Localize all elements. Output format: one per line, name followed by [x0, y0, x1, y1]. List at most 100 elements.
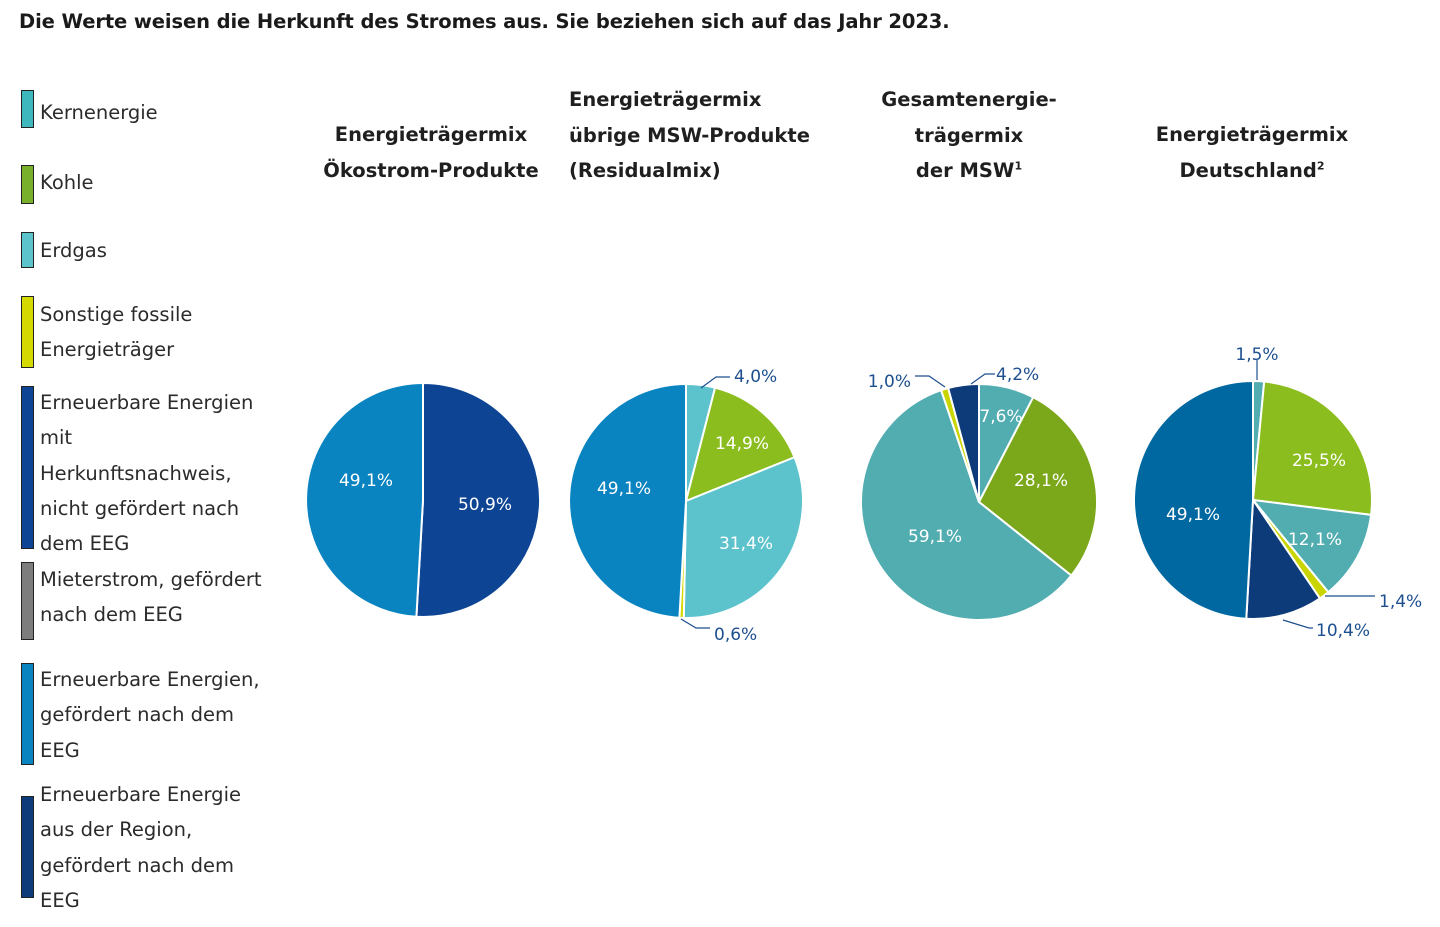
legend-label-line: aus der Region, — [40, 818, 193, 842]
chart-title-line: Energieträgermix — [569, 82, 810, 118]
chart-title-text: übrige MSW-Produkte — [569, 123, 810, 147]
legend-label-line: nach dem EEG — [40, 603, 183, 627]
chart-title-line: trägermix — [809, 118, 1129, 154]
pie-slice — [1251, 380, 1373, 517]
headline: Die Werte weisen die Herkunft des Strome… — [19, 10, 950, 33]
chart-title-line: Gesamtenergie- — [809, 82, 1129, 118]
chart-title-line: übrige MSW-Produkte — [569, 118, 810, 154]
legend-label-line: gefördert nach dem — [40, 703, 235, 727]
leader-line — [700, 376, 730, 389]
legend-label: Kernenergie — [40, 95, 158, 130]
chart-title-text: (Residualmix) — [569, 159, 721, 182]
pie-chart-1: 50,9% 49,1% — [305, 381, 542, 618]
chart-title-text: Deutschland — [1179, 158, 1317, 182]
legend-label: Sonstige fossile Energieträger — [40, 297, 192, 368]
data-label: 0,6% — [714, 625, 757, 645]
pie-chart-3: 7,6% 28,1% 59,1% 1,0% 4,2% — [860, 365, 1098, 621]
pie-slice — [946, 382, 980, 503]
chart-title-line: Energieträgermix — [271, 117, 591, 153]
pie-chart-2: 4,0% 14,9% 31,4% 0,6% 49,1% — [568, 367, 804, 645]
chart-title-2: Energieträgermix übrige MSW-Produkte (Resi… — [569, 82, 810, 189]
legend-swatch — [21, 296, 34, 368]
chart-title-3: Gesamtenergie-trägermix der MSW1 — [809, 82, 1129, 189]
legend-label: Kohle — [40, 165, 94, 200]
data-label: 49,1% — [1166, 505, 1220, 525]
legend-swatch — [21, 386, 34, 549]
legend-label-line: gefördert nach dem — [40, 853, 235, 877]
legend-label-line: Erneuerbare Energie — [40, 783, 241, 806]
legend-swatch — [21, 663, 34, 765]
pie-slice — [568, 382, 687, 619]
data-label: 1,0% — [868, 372, 911, 392]
chart-title-line: Deutschland2 — [1092, 153, 1412, 189]
data-label: 31,4% — [719, 534, 773, 554]
chart-title-4: Energieträgermix Deutschland2 — [1092, 117, 1412, 188]
data-label: 1,4% — [1379, 592, 1422, 612]
chart-title-line: der MSW1 — [809, 153, 1129, 189]
legend-label: Mieterstrom, gefördert nach dem EEG — [40, 562, 262, 633]
footnote-marker: 1 — [1014, 159, 1023, 173]
leader-line — [1282, 619, 1313, 629]
legend-label-line: Herkunftsnachweis, — [40, 461, 232, 485]
chart-title-line: Energieträgermix — [1092, 117, 1412, 153]
legend-label-line: Erdgas — [40, 239, 107, 262]
data-label: 49,1% — [339, 471, 393, 491]
data-label: 10,4% — [1316, 621, 1370, 641]
chart-title-line: (Residualmix) — [569, 153, 810, 189]
chart-title-text: Energieträgermix — [334, 123, 528, 146]
pie-slice — [305, 381, 424, 618]
data-label: 1,5% — [1235, 345, 1278, 365]
data-label: 25,5% — [1292, 451, 1346, 471]
legend-label-line: Kernenergie — [40, 101, 158, 124]
data-label: 4,0% — [734, 367, 777, 387]
legend-label-line: Erneuerbare Energien — [40, 391, 254, 414]
legend-swatch — [21, 562, 34, 640]
data-label: 49,1% — [597, 479, 651, 499]
legend-label-line: nicht gefördert nach — [40, 496, 240, 520]
data-label: 14,9% — [715, 434, 769, 454]
legend-label: Erneuerbare Energien mit Herkunftsnachweis… — [40, 385, 253, 561]
chart-title-line: Ökostrom-Produkte — [271, 153, 591, 189]
legend-label-line: EEG — [40, 888, 80, 912]
legend-label: Erdgas — [40, 233, 107, 268]
pie-slice — [860, 388, 1073, 621]
chart-title-text: trägermix — [914, 123, 1024, 147]
pie-slice — [1245, 496, 1322, 620]
data-label: 59,1% — [908, 527, 962, 547]
chart-title-text: Energieträgermix — [1155, 123, 1349, 146]
leader-line — [680, 618, 710, 629]
footnote-marker: 2 — [1316, 159, 1325, 172]
legend-label-line: EEG — [40, 738, 80, 762]
legend-label-line: Mieterstrom, gefördert — [40, 568, 262, 591]
pie-slice — [415, 381, 542, 618]
chart-title-text: Energieträgermix — [569, 88, 762, 111]
chart-title-text: der MSW — [915, 159, 1015, 182]
legend-label: Erneuerbare Energien, gefördert nach dem E… — [40, 662, 260, 768]
legend-swatch — [21, 796, 34, 898]
data-label: 50,9% — [458, 495, 512, 515]
legend-label: Erneuerbare Energie aus der Region, geförd… — [40, 777, 241, 918]
pie-chart-4: 1,5% 25,5% 12,1% 1,4% 10,4% 49,1% — [1132, 345, 1422, 641]
legend-label-line: Kohle — [40, 171, 94, 194]
pie-slice — [977, 395, 1098, 577]
legend-swatch — [21, 232, 34, 268]
legend-swatch — [21, 90, 34, 128]
leader-line — [915, 375, 946, 388]
pie-slice — [1132, 379, 1254, 620]
data-label: 7,6% — [979, 407, 1022, 427]
legend-label-line: Energieträger — [40, 338, 175, 362]
pie-slice — [684, 386, 796, 503]
legend-label-line: Sonstige fossile — [40, 303, 193, 326]
legend-label-line: dem EEG — [40, 532, 130, 556]
legend-label-line: mit — [40, 426, 73, 450]
pie-slice — [1250, 498, 1373, 594]
chart-title-text: Ökostrom-Produkte — [323, 158, 539, 182]
pie-slice — [682, 455, 804, 619]
data-label: 28,1% — [1014, 471, 1068, 491]
legend-swatch — [21, 165, 34, 204]
data-label: 4,2% — [996, 365, 1039, 385]
chart-title-text: Gesamtenergie- — [881, 88, 1057, 111]
leader-line — [970, 373, 995, 385]
data-label: 12,1% — [1288, 530, 1342, 550]
